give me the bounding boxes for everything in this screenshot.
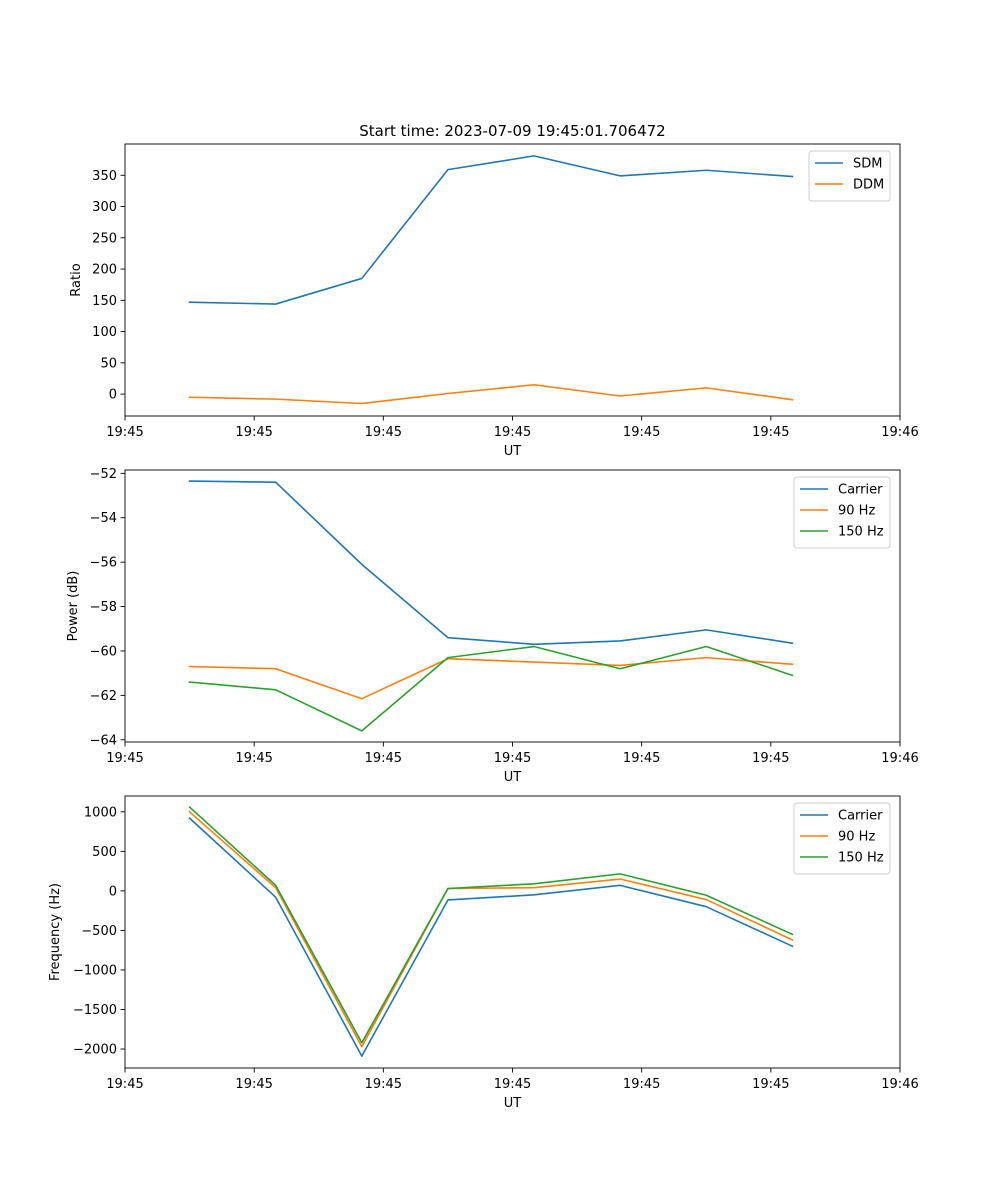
frequency-x-tick-label: 19:45 bbox=[106, 1077, 143, 1092]
power-legend-label: 90 Hz bbox=[838, 504, 875, 519]
power-y-tick-label: −60 bbox=[90, 644, 117, 659]
ratio-y-axis-label: Ratio bbox=[69, 263, 84, 296]
frequency-series-group bbox=[188, 805, 794, 1057]
power-x-tick-label: 19:45 bbox=[365, 751, 402, 766]
ratio-y-tick-label: 300 bbox=[92, 200, 117, 215]
power-y-tick-label: −64 bbox=[90, 733, 117, 748]
ratio-y-tick-label: 200 bbox=[92, 263, 117, 278]
ratio-x-tick-label: 19:45 bbox=[365, 425, 402, 440]
ratio-y-tick-label: 150 bbox=[92, 294, 117, 309]
power-x-tick-label: 19:45 bbox=[752, 751, 789, 766]
ratio-legend-label: DDM bbox=[853, 178, 884, 193]
power-axes-frame bbox=[124, 469, 901, 743]
power-series-carrier bbox=[188, 480, 794, 646]
power-y-tick-label: −54 bbox=[90, 511, 117, 526]
frequency-x-tick-label: 19:45 bbox=[494, 1077, 531, 1092]
frequency-subplot: 19:45 19:45 19:45 19:45 19:45 19:45 19:46 −2000… bbox=[48, 795, 919, 1111]
power-y-tick-label: −52 bbox=[90, 467, 117, 482]
frequency-series-150-hz bbox=[188, 805, 794, 1044]
frequency-x-tick-label: 19:45 bbox=[235, 1077, 272, 1092]
frequency-y-tick-label: 500 bbox=[92, 845, 117, 860]
power-x-tick-label: 19:45 bbox=[235, 751, 272, 766]
power-legend-label: 150 Hz bbox=[838, 525, 884, 540]
ratio-x-tick-label: 19:45 bbox=[106, 425, 143, 440]
power-x-tick-label: 19:45 bbox=[623, 751, 660, 766]
frequency-y-tick-label: −1000 bbox=[73, 963, 117, 978]
power-x-tick-label: 19:45 bbox=[494, 751, 531, 766]
figure-title: Start time: 2023-07-09 19:45:01.706472 bbox=[359, 122, 665, 140]
frequency-y-tick-label: 1000 bbox=[84, 805, 117, 820]
ratio-x-tick-label: 19:46 bbox=[881, 425, 918, 440]
power-y-tick-label: −56 bbox=[90, 556, 117, 571]
ratio-x-tick-label: 19:45 bbox=[235, 425, 272, 440]
ratio-y-tick-label: 0 bbox=[109, 388, 117, 403]
ratio-x-axis-label: UT bbox=[504, 444, 522, 459]
frequency-series-90-hz bbox=[188, 810, 794, 1048]
frequency-x-tick-label: 19:45 bbox=[623, 1077, 660, 1092]
ratio-y-tick-label: 350 bbox=[92, 169, 117, 184]
frequency-legend-label: 90 Hz bbox=[838, 830, 875, 845]
power-y-axis-label: Power (dB) bbox=[66, 571, 81, 642]
power-x-tick-label: 19:46 bbox=[881, 751, 918, 766]
frequency-y-tick-label: −1500 bbox=[73, 1003, 117, 1018]
frequency-x-axis-label: UT bbox=[504, 1096, 522, 1111]
power-y-tick-label: −62 bbox=[90, 689, 117, 704]
ratio-x-tick-label: 19:45 bbox=[623, 425, 660, 440]
frequency-x-tick-label: 19:45 bbox=[365, 1077, 402, 1092]
power-legend: Carrier 90 Hz 150 Hz bbox=[793, 476, 891, 549]
frequency-x-tick-label: 19:45 bbox=[752, 1077, 789, 1092]
ratio-axes-frame bbox=[124, 143, 901, 417]
frequency-x-tick-label: 19:46 bbox=[881, 1077, 918, 1092]
frequency-series-carrier bbox=[188, 817, 794, 1057]
power-x-tick-label: 19:45 bbox=[106, 751, 143, 766]
ratio-subplot: 19:45 19:45 19:45 19:45 19:45 19:45 19:46 0 50 10… bbox=[69, 143, 919, 459]
ratio-y-tick-label: 100 bbox=[92, 325, 117, 340]
ratio-x-tick-label: 19:45 bbox=[494, 425, 531, 440]
frequency-legend: Carrier 90 Hz 150 Hz bbox=[793, 802, 891, 875]
power-legend-label: Carrier bbox=[838, 483, 883, 498]
ratio-legend-label: SDM bbox=[853, 157, 882, 172]
frequency-axes-frame bbox=[124, 795, 901, 1069]
frequency-legend-label: 150 Hz bbox=[838, 851, 884, 866]
ratio-x-tick-label: 19:45 bbox=[752, 425, 789, 440]
ratio-legend: SDM DDM bbox=[808, 150, 891, 202]
frequency-y-tick-label: −500 bbox=[81, 924, 117, 939]
ratio-series-ddm bbox=[188, 383, 794, 405]
ratio-series-sdm bbox=[188, 155, 794, 305]
power-series-group bbox=[188, 480, 794, 732]
power-series-90-hz bbox=[188, 656, 794, 700]
power-x-axis-label: UT bbox=[504, 770, 522, 785]
frequency-y-tick-label: −2000 bbox=[73, 1043, 117, 1058]
ratio-y-tick-label: 50 bbox=[100, 356, 117, 371]
power-subplot: 19:45 19:45 19:45 19:45 19:45 19:45 19:46 −64 −6… bbox=[66, 467, 919, 785]
power-y-tick-label: −58 bbox=[90, 600, 117, 615]
power-series-150-hz bbox=[188, 645, 794, 732]
ratio-series-group bbox=[188, 155, 794, 405]
ratio-y-tick-label: 250 bbox=[92, 231, 117, 246]
frequency-y-axis-label: Frequency (Hz) bbox=[48, 883, 63, 981]
frequency-y-tick-label: 0 bbox=[109, 884, 117, 899]
frequency-legend-label: Carrier bbox=[838, 809, 883, 824]
